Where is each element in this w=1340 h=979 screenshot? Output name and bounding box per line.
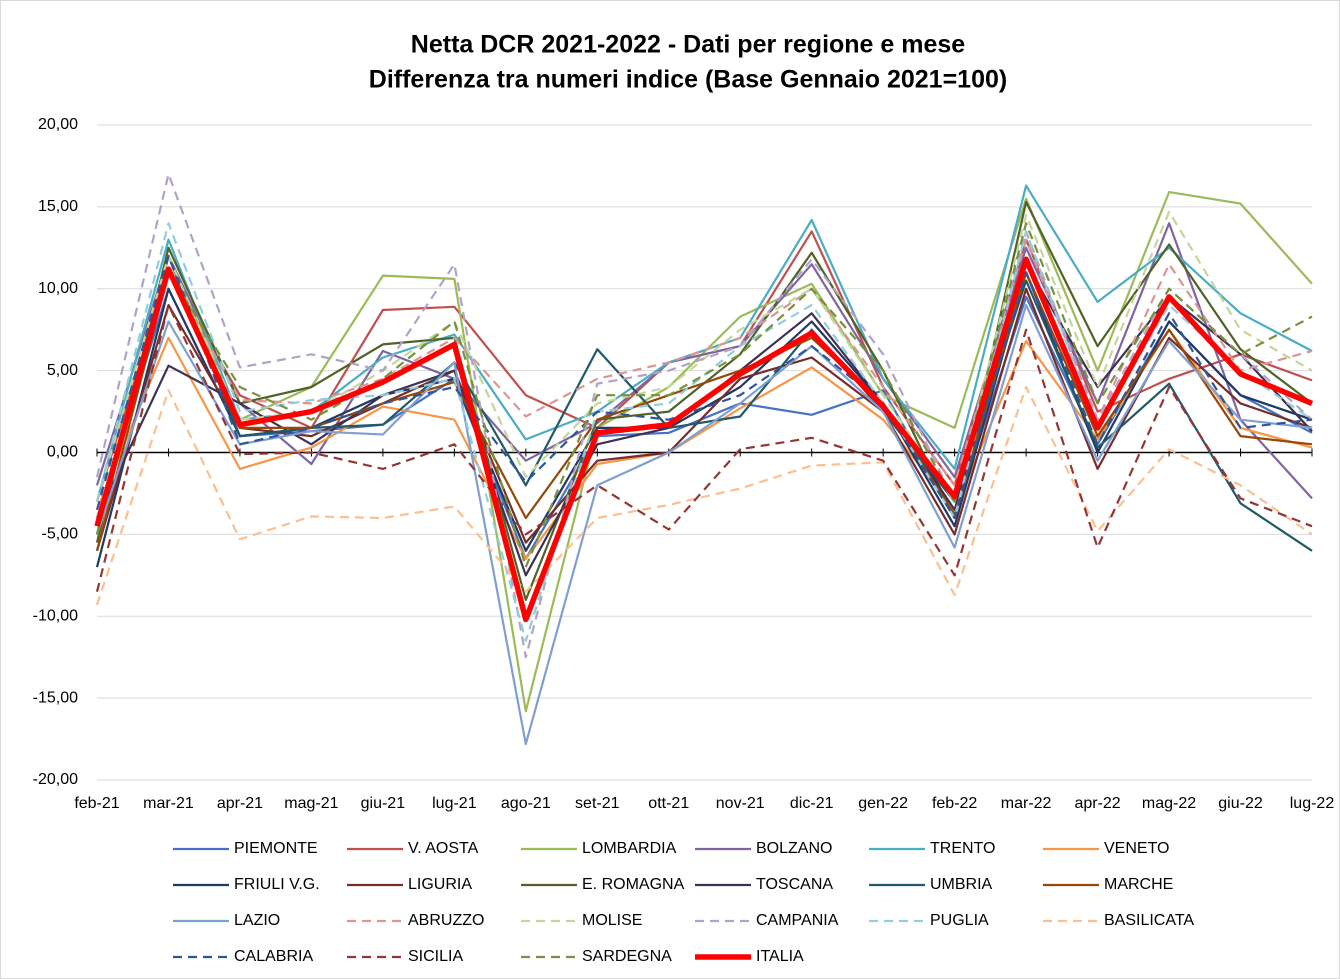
legend-label: UMBRIA	[930, 876, 993, 893]
y-tick-label: 20,00	[38, 116, 78, 133]
x-tick-label: giu-22	[1218, 795, 1263, 812]
x-tick-label: gen-22	[858, 795, 908, 812]
legend-label: TOSCANA	[756, 876, 833, 893]
series-line	[94, 256, 1314, 623]
x-tick-label: mag-21	[284, 795, 338, 812]
series-line	[95, 238, 1313, 519]
x-tick-label: apr-21	[217, 795, 263, 812]
series-line	[95, 210, 1313, 503]
series-line	[95, 385, 1313, 606]
x-tick-label: mar-21	[143, 795, 194, 812]
y-tick-label: 10,00	[38, 280, 78, 297]
x-tick-label: nov-21	[716, 795, 765, 812]
legend-label: LOMBARDIA	[582, 840, 677, 857]
x-tick-label: dic-21	[790, 795, 834, 812]
legend-label: SICILIA	[408, 948, 463, 965]
series-line	[95, 254, 1313, 552]
legend-label: ITALIA	[756, 948, 804, 965]
x-tick-label: set-21	[575, 795, 620, 812]
legend-label: SARDEGNA	[582, 948, 672, 965]
x-tick-label: feb-21	[74, 795, 119, 812]
legend-label: BOLZANO	[756, 840, 832, 857]
legend-label: V. AOSTA	[408, 840, 479, 857]
x-tick-label: lug-22	[1290, 795, 1335, 812]
y-tick-label: -15,00	[33, 689, 78, 706]
x-tick-label: giu-21	[361, 795, 406, 812]
x-tick-label: feb-22	[932, 795, 977, 812]
y-tick-label: 15,00	[38, 198, 78, 215]
legend-label: PUGLIA	[930, 912, 989, 929]
legend-label: TRENTO	[930, 840, 995, 857]
x-tick-label: ago-21	[501, 795, 551, 812]
legend-label: MOLISE	[582, 912, 642, 929]
legend-label: LIGURIA	[408, 876, 472, 893]
series-line	[95, 287, 1313, 552]
legend-label: E. ROMAGNA	[582, 876, 685, 893]
x-tick-label: apr-22	[1074, 795, 1120, 812]
y-tick-label: -5,00	[42, 526, 79, 543]
legend-label: PIEMONTE	[234, 840, 318, 857]
y-tick-label: -10,00	[33, 607, 78, 624]
series-line	[95, 173, 1313, 659]
y-tick-label: 0,00	[47, 444, 78, 461]
series-line	[95, 222, 1313, 642]
legend-label: BASILICATA	[1104, 912, 1194, 929]
y-tick-label: 5,00	[47, 362, 78, 379]
legend-label: LAZIO	[234, 912, 280, 929]
x-tick-label: lug-21	[432, 795, 477, 812]
legend-label: FRIULI V.G.	[234, 876, 320, 893]
series-line	[95, 304, 1313, 746]
legend-label: CAMPANIA	[756, 912, 839, 929]
legend-label: MARCHE	[1104, 876, 1173, 893]
x-tick-label: ott-21	[648, 795, 689, 812]
legend-label: ABRUZZO	[408, 912, 484, 929]
y-tick-label: -20,00	[33, 771, 78, 788]
chart-title: Netta DCR 2021-2022 - Dati per regione e…	[411, 31, 965, 59]
x-tick-label: mar-22	[1001, 795, 1052, 812]
series-line	[95, 254, 1313, 520]
legend-label: VENETO	[1104, 840, 1170, 857]
x-tick-label: mag-22	[1142, 795, 1196, 812]
series-line	[95, 271, 1313, 552]
chart-subtitle: Differenza tra numeri indice (Base Genna…	[369, 66, 1007, 94]
series-line	[95, 304, 1313, 592]
series-line	[95, 191, 1313, 713]
legend-label: CALABRIA	[234, 948, 313, 965]
